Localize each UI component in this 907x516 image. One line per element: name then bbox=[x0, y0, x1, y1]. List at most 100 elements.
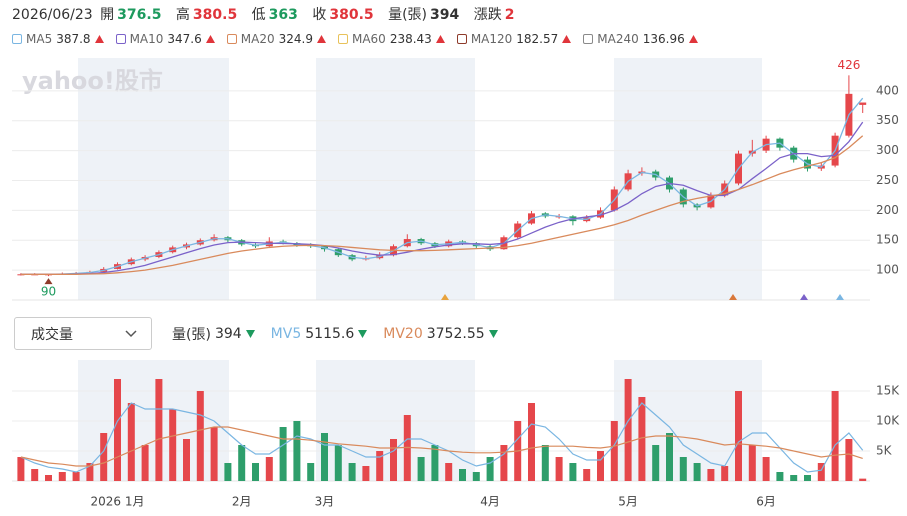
event-marker bbox=[729, 294, 737, 300]
quote-header: 2026/06/23 開 376.5 高 380.5 低 363 收 380.5 量(張… bbox=[12, 4, 524, 24]
label: 量(張) bbox=[388, 7, 428, 23]
y-tick-label: 350 bbox=[876, 113, 899, 127]
candle-body bbox=[859, 102, 867, 105]
legend-item: 量(張) 394 bbox=[172, 324, 255, 344]
volume-bar bbox=[555, 457, 563, 481]
x-tick-label: 2月 bbox=[232, 495, 252, 509]
legend-name: MA120 bbox=[470, 32, 513, 46]
legend-value: 347.6 bbox=[167, 32, 202, 46]
y-tick-label: 400 bbox=[876, 83, 899, 97]
label: 收 bbox=[312, 7, 327, 23]
x-tick-label: 6月 bbox=[756, 495, 776, 509]
legend-value: 324.9 bbox=[278, 32, 313, 46]
legend-item: MA20 324.9 bbox=[226, 32, 326, 46]
legend-name: MA60 bbox=[351, 32, 386, 46]
volume-bar bbox=[390, 439, 397, 481]
label: 漲跌 bbox=[473, 7, 502, 23]
value: 2 bbox=[504, 7, 515, 23]
legend-item: MA5 387.8 bbox=[12, 32, 104, 46]
legend-value: 387.8 bbox=[56, 32, 91, 46]
legend-name: MA5 bbox=[26, 32, 53, 46]
legend-name: MA20 bbox=[240, 32, 275, 46]
indicator-select[interactable]: 成交量 bbox=[14, 317, 152, 350]
watermark: yahoo!股市 bbox=[22, 67, 163, 95]
volume-bar bbox=[679, 457, 687, 481]
volume-bar bbox=[72, 472, 80, 481]
trend-icon bbox=[94, 35, 104, 43]
volume-bar bbox=[431, 445, 439, 481]
min-label: 90 bbox=[41, 285, 56, 299]
volume-bar bbox=[362, 466, 370, 481]
trend-icon bbox=[488, 330, 498, 338]
volume-bar bbox=[293, 421, 301, 481]
mv-line bbox=[20, 426, 863, 467]
volume-bar bbox=[831, 391, 839, 481]
volume-bar bbox=[486, 457, 494, 481]
volume-bar bbox=[224, 463, 232, 481]
value: 380.5 bbox=[192, 7, 238, 23]
legend-item: MV5 5115.6 bbox=[271, 326, 368, 342]
volume-bar bbox=[376, 451, 384, 481]
volume-bar bbox=[500, 445, 508, 481]
volume-bar bbox=[196, 391, 204, 481]
legend-swatch bbox=[583, 34, 594, 44]
volume-bar bbox=[624, 379, 632, 481]
volume-bar bbox=[707, 469, 715, 481]
event-marker bbox=[836, 294, 844, 300]
legend-swatch bbox=[456, 34, 467, 44]
select-text: 成交量 bbox=[31, 326, 73, 343]
event-marker bbox=[441, 294, 449, 300]
trend-icon bbox=[562, 35, 572, 43]
x-tick-label: 3月 bbox=[315, 495, 335, 509]
month-band bbox=[78, 58, 229, 300]
y-tick-label: 200 bbox=[876, 203, 899, 217]
legend-name: MV20 bbox=[383, 326, 423, 342]
volume-bar bbox=[541, 445, 549, 481]
volume-bar bbox=[279, 427, 287, 481]
volume-bar bbox=[459, 469, 466, 481]
legend-swatch bbox=[12, 34, 22, 44]
volume-bar bbox=[762, 457, 770, 481]
chevron bbox=[125, 330, 137, 338]
volume-bar bbox=[45, 475, 52, 481]
event-marker bbox=[800, 294, 808, 300]
y-tick-label: 10K bbox=[876, 414, 900, 428]
y-tick-label: 5K bbox=[876, 444, 893, 458]
volume-bar bbox=[790, 475, 798, 481]
volume-bar bbox=[472, 472, 480, 481]
ma-legend: MA5 387.8 MA10 347.6 MA20 324.9 MA60 238.43 MA12… bbox=[12, 32, 698, 46]
volume-bar bbox=[141, 445, 149, 481]
legend-item: MV20 3752.55 bbox=[383, 326, 498, 342]
trend-icon bbox=[688, 35, 698, 43]
legend-value: 182.57 bbox=[516, 32, 559, 46]
x-tick-label: 4月 bbox=[480, 495, 500, 509]
legend-name: MA10 bbox=[129, 32, 164, 46]
volume-bar bbox=[238, 445, 246, 481]
ma-line bbox=[20, 135, 864, 275]
legend-value: 3752.55 bbox=[426, 326, 485, 342]
volume-bar bbox=[652, 445, 660, 481]
volume-bar bbox=[445, 463, 453, 481]
legend-swatch bbox=[337, 34, 348, 44]
value: 394 bbox=[430, 7, 460, 23]
volume-bar bbox=[610, 421, 618, 481]
volume-bar bbox=[693, 463, 701, 481]
volume-bar bbox=[210, 427, 218, 481]
mv-line bbox=[20, 402, 864, 473]
min-marker bbox=[44, 278, 53, 285]
x-tick-label: 5月 bbox=[618, 495, 638, 509]
volume-bar bbox=[348, 463, 356, 481]
volume-bar bbox=[334, 445, 342, 481]
month-band bbox=[316, 58, 475, 300]
legend-value: 136.96 bbox=[642, 32, 685, 46]
legend-item: MA120 182.57 bbox=[456, 32, 572, 46]
ma-line bbox=[20, 121, 864, 275]
volume-bar bbox=[252, 463, 259, 481]
value: 363 bbox=[268, 7, 298, 23]
legend-item: MA10 347.6 bbox=[115, 32, 215, 46]
volume-bar bbox=[17, 457, 25, 481]
volume-bar bbox=[307, 463, 315, 481]
label: 開 bbox=[100, 7, 115, 23]
legend-value: 238.43 bbox=[389, 32, 432, 46]
